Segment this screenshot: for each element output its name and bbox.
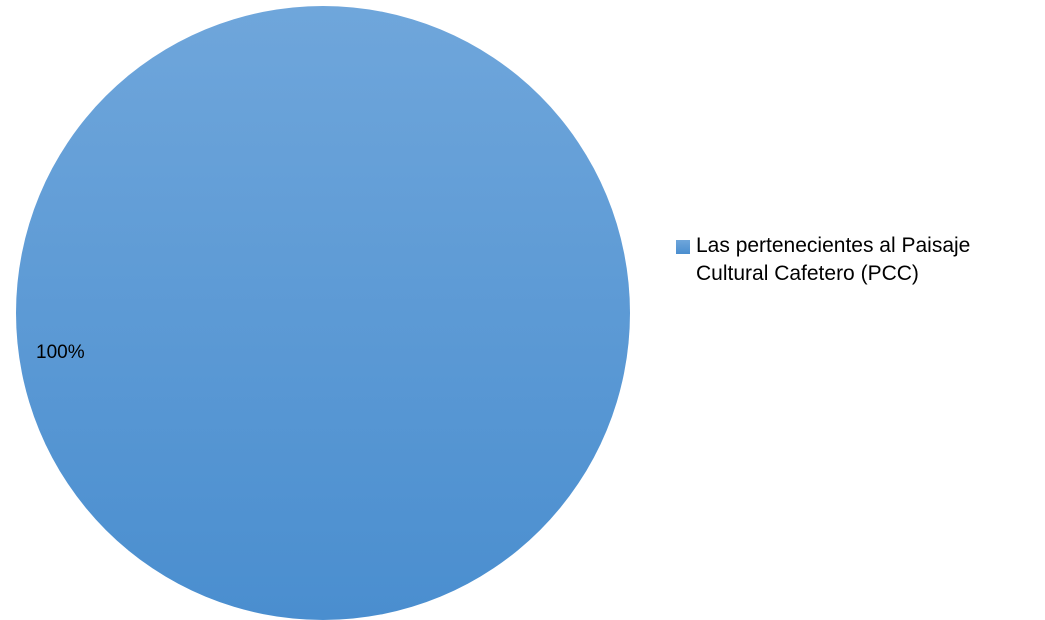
pie-slices [16, 6, 630, 620]
legend-swatch [676, 240, 690, 254]
pie-data-label: 100% [36, 342, 85, 363]
legend: Las pertenecientes al Paisaje Cultural C… [676, 232, 1041, 288]
legend-entry-label: Las pertenecientes al Paisaje Cultural C… [696, 234, 971, 285]
pie-slice [16, 6, 630, 620]
